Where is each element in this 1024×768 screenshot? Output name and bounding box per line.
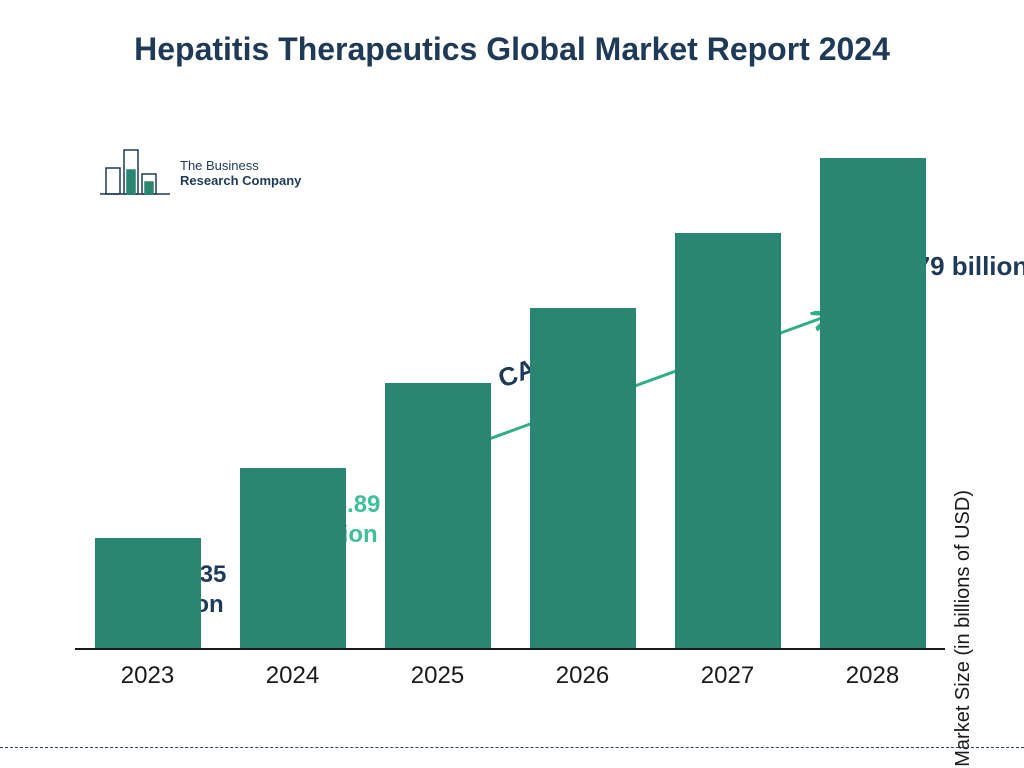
bar-wrap xyxy=(365,383,510,648)
bar-2027 xyxy=(675,233,781,648)
bar-2023 xyxy=(95,538,201,648)
bar-wrap xyxy=(220,468,365,648)
xlabel: 2027 xyxy=(655,662,800,690)
y-axis-label: Market Size (in billions of USD) xyxy=(952,490,975,767)
xlabel: 2025 xyxy=(365,662,510,690)
xlabel: 2028 xyxy=(800,662,945,690)
bar-2025 xyxy=(385,383,491,648)
chart-title: Hepatitis Therapeutics Global Market Rep… xyxy=(0,0,1024,71)
xlabel: 2024 xyxy=(220,662,365,690)
bar-wrap xyxy=(800,158,945,648)
bar-wrap xyxy=(510,308,655,648)
bar-wrap xyxy=(655,233,800,648)
xlabel: 2023 xyxy=(75,662,220,690)
xlabel: 2026 xyxy=(510,662,655,690)
bar-2028 xyxy=(820,158,926,648)
bar-2026 xyxy=(530,308,636,648)
bar-wrap xyxy=(75,538,220,648)
x-axis-labels: 202320242025202620272028 xyxy=(75,662,945,690)
footer-divider xyxy=(0,747,1024,748)
bars-container xyxy=(75,130,945,650)
chart-area: $18.35 billion $18.89 billion $21.79 bil… xyxy=(75,130,945,690)
bar-2024 xyxy=(240,468,346,648)
